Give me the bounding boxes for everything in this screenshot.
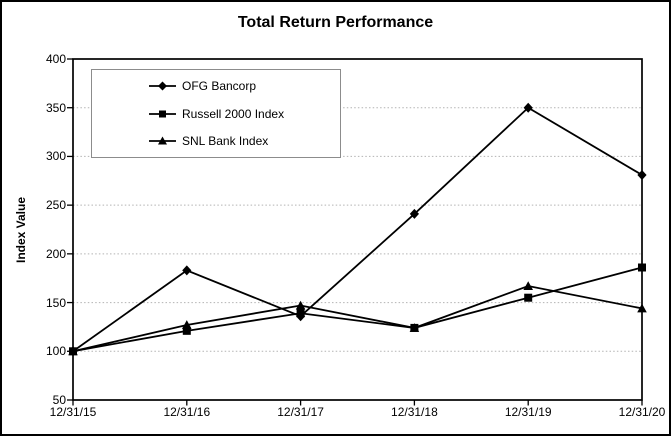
series-line-square xyxy=(72,266,643,353)
triangle-marker xyxy=(182,320,192,329)
y-tick-label: 300 xyxy=(45,149,66,164)
y-tick-label: 100 xyxy=(45,344,66,359)
diamond-marker xyxy=(523,102,533,113)
triangle-marker xyxy=(637,303,647,313)
legend-item-russell-2000-index: Russell 2000 Index xyxy=(149,104,340,124)
plot-frame xyxy=(72,58,643,401)
chart-title: Total Return Performance xyxy=(237,14,434,31)
square-marker xyxy=(410,323,419,332)
square-marker xyxy=(524,293,533,302)
y-tick-label: 200 xyxy=(45,246,66,261)
square-marker xyxy=(69,347,77,356)
legend: OFG Bancorp Russell 2000 Index SNL Bank … xyxy=(91,69,341,158)
legend-label-snl-bank-index: SNL Bank Index xyxy=(182,134,269,148)
square-marker xyxy=(296,309,305,318)
y-tick-label: 250 xyxy=(45,198,66,213)
x-tick-label: 12/31/18 xyxy=(391,405,438,419)
diamond-marker xyxy=(637,169,647,180)
diamond-marker xyxy=(409,208,419,219)
series-line-triangle xyxy=(72,285,643,353)
triangle-line-icon xyxy=(149,136,176,145)
x-tick-label: 12/31/17 xyxy=(277,405,324,419)
square-marker xyxy=(638,263,646,272)
x-tick-label: 12/31/15 xyxy=(49,405,97,419)
legend-label-russell-2000-index: Russell 2000 Index xyxy=(182,106,285,121)
x-tick-label: 12/31/19 xyxy=(504,405,552,419)
legend-item-ofg-bancorp: OFG Bancorp xyxy=(149,76,340,96)
x-tick-label: 12/31/16 xyxy=(163,405,211,419)
diamond-line-icon xyxy=(149,81,176,91)
legend-item-snl-bank-index: SNL Bank Index xyxy=(149,131,340,151)
square-line-icon xyxy=(149,110,176,117)
triangle-marker xyxy=(295,300,306,310)
y-tick-label: 50 xyxy=(52,393,66,407)
legend-label-ofg-bancorp: OFG Bancorp xyxy=(182,79,257,93)
y-tick-label: 400 xyxy=(45,52,66,66)
square-marker xyxy=(182,326,191,335)
y-tick-label: 350 xyxy=(45,100,66,115)
x-tick-label: 12/31/20 xyxy=(618,405,666,419)
diamond-marker xyxy=(182,265,192,276)
triangle-marker xyxy=(523,281,533,291)
series-line-diamond xyxy=(72,106,643,353)
y-tick-label: 150 xyxy=(45,295,66,310)
